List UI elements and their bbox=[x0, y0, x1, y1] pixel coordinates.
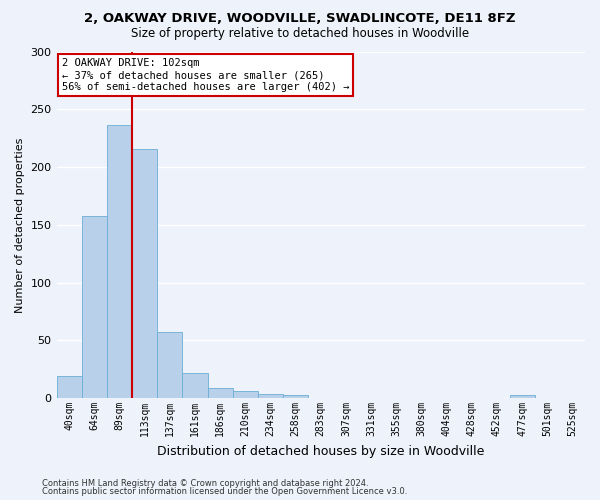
Bar bbox=[258, 394, 283, 398]
Bar bbox=[82, 216, 107, 398]
Text: Contains public sector information licensed under the Open Government Licence v3: Contains public sector information licen… bbox=[42, 487, 407, 496]
Text: 2, OAKWAY DRIVE, WOODVILLE, SWADLINCOTE, DE11 8FZ: 2, OAKWAY DRIVE, WOODVILLE, SWADLINCOTE,… bbox=[84, 12, 516, 26]
X-axis label: Distribution of detached houses by size in Woodville: Distribution of detached houses by size … bbox=[157, 444, 484, 458]
Bar bbox=[233, 391, 258, 398]
Bar bbox=[283, 394, 308, 398]
Y-axis label: Number of detached properties: Number of detached properties bbox=[15, 137, 25, 312]
Bar bbox=[107, 126, 132, 398]
Text: Size of property relative to detached houses in Woodville: Size of property relative to detached ho… bbox=[131, 28, 469, 40]
Bar bbox=[157, 332, 182, 398]
Bar bbox=[182, 372, 208, 398]
Text: 2 OAKWAY DRIVE: 102sqm
← 37% of detached houses are smaller (265)
56% of semi-de: 2 OAKWAY DRIVE: 102sqm ← 37% of detached… bbox=[62, 58, 349, 92]
Text: Contains HM Land Registry data © Crown copyright and database right 2024.: Contains HM Land Registry data © Crown c… bbox=[42, 478, 368, 488]
Bar bbox=[208, 388, 233, 398]
Bar bbox=[509, 394, 535, 398]
Bar bbox=[56, 376, 82, 398]
Bar bbox=[132, 148, 157, 398]
